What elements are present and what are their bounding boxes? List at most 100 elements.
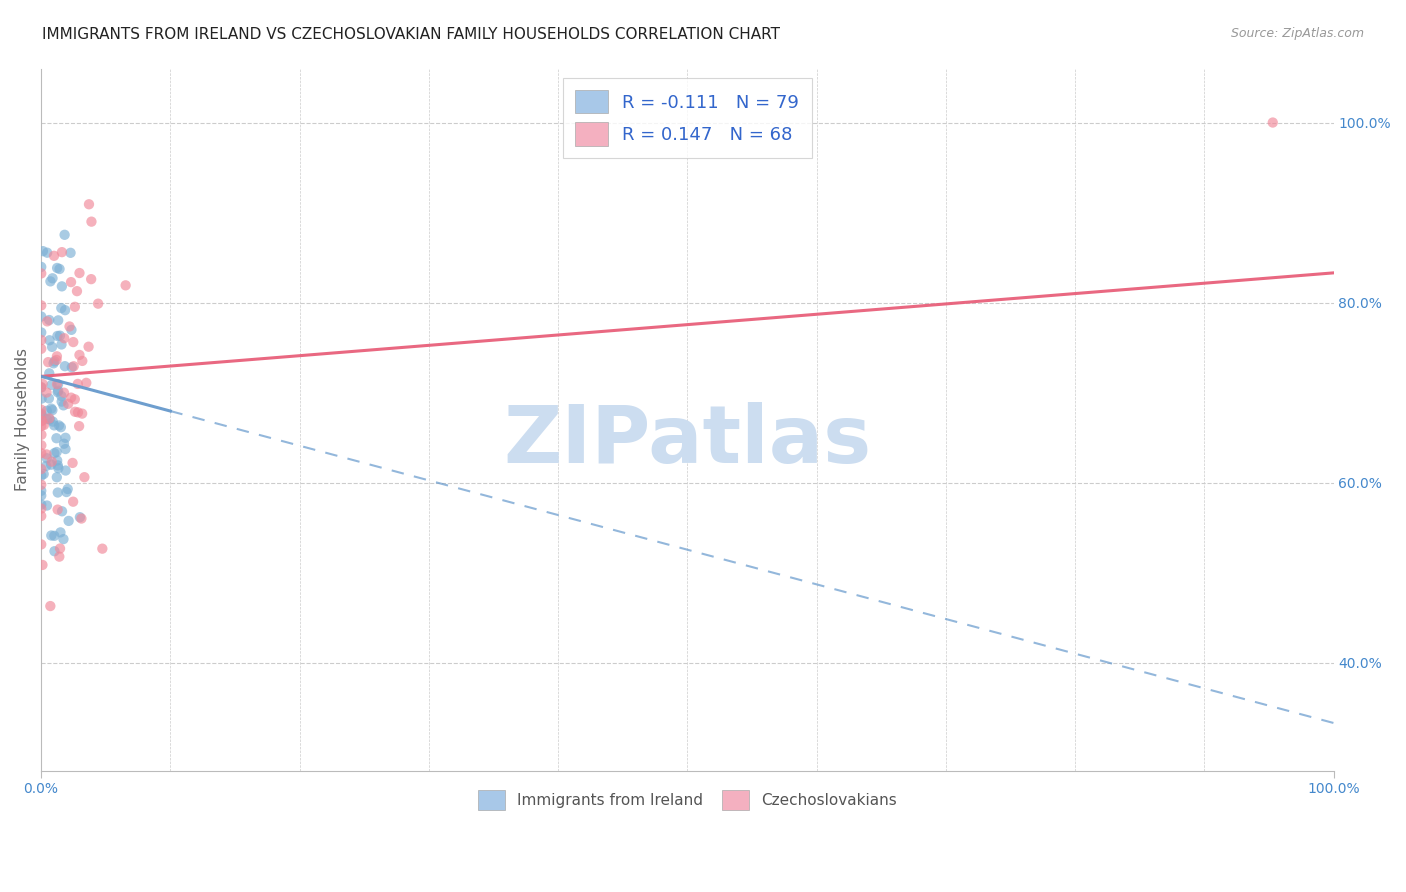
Point [60, 323, 83, 337]
Point [72, 354, 94, 368]
Point [38, 313, 60, 327]
Point [37, 245, 59, 260]
Point [48, 262, 70, 277]
Point [55, 464, 77, 478]
Point [56, 482, 79, 496]
Point [30, 333, 52, 347]
Point [62, 494, 84, 508]
Point [38, 392, 60, 406]
Point [46, 458, 69, 473]
Text: IMMIGRANTS FROM IRELAND VS CZECHOSLOVAKIAN FAMILY HOUSEHOLDS CORRELATION CHART: IMMIGRANTS FROM IRELAND VS CZECHOSLOVAKI… [42, 27, 780, 42]
Point [63, 392, 86, 407]
Point [80, 214, 103, 228]
Point [46, 260, 69, 275]
Point [48, 549, 70, 564]
Point [30, 342, 52, 356]
Point [62, 456, 84, 470]
Point [58, 319, 80, 334]
Legend: Immigrants from Ireland, Czechoslovakians: Immigrants from Ireland, Czechoslovakian… [471, 784, 903, 815]
Text: ZIPatlas: ZIPatlas [503, 401, 872, 480]
Point [30, 381, 52, 395]
Point [51, 389, 73, 403]
Point [53, 385, 76, 400]
Point [62, 359, 84, 374]
Point [37, 355, 59, 369]
Point [1261, 115, 1284, 129]
Point [67, 419, 90, 434]
Point [41, 271, 63, 285]
Point [30, 508, 52, 523]
Point [70, 511, 93, 525]
Point [30, 427, 52, 442]
Point [70, 407, 93, 421]
Point [51, 301, 73, 315]
Point [87, 296, 110, 310]
Point [69, 348, 91, 362]
Point [51, 394, 73, 409]
Point [30, 380, 52, 394]
Point [46, 485, 69, 500]
Point [30, 489, 52, 503]
Point [44, 418, 66, 433]
Point [60, 360, 83, 375]
Point [45, 445, 67, 459]
Point [35, 385, 58, 400]
Point [46, 377, 69, 392]
Point [30, 446, 52, 460]
Point [42, 356, 65, 370]
Point [45, 349, 67, 363]
Point [37, 314, 59, 328]
Y-axis label: Family Households: Family Households [15, 348, 30, 491]
Point [63, 300, 86, 314]
Text: Source: ZipAtlas.com: Source: ZipAtlas.com [1230, 27, 1364, 40]
Point [55, 485, 77, 500]
Point [39, 401, 62, 416]
Point [69, 266, 91, 280]
Point [45, 470, 67, 484]
Point [38, 367, 60, 381]
Point [38, 411, 60, 425]
Point [69, 510, 91, 524]
Point [62, 334, 84, 349]
Point [39, 599, 62, 613]
Point [31, 558, 53, 572]
Point [46, 313, 69, 327]
Point [30, 468, 52, 483]
Point [56, 397, 79, 411]
Point [30, 414, 52, 428]
Point [58, 514, 80, 528]
Point [66, 405, 89, 419]
Point [60, 391, 83, 405]
Point [46, 502, 69, 516]
Point [114, 278, 136, 293]
Point [30, 501, 52, 516]
Point [41, 403, 63, 417]
Point [35, 451, 58, 466]
Point [35, 447, 58, 461]
Point [38, 412, 60, 426]
Point [66, 284, 89, 298]
Point [59, 245, 82, 260]
Point [77, 340, 100, 354]
Point [30, 407, 52, 421]
Point [30, 537, 52, 551]
Point [31, 414, 53, 428]
Point [35, 458, 58, 473]
Point [30, 407, 52, 421]
Point [48, 461, 70, 475]
Point [49, 328, 72, 343]
Point [35, 404, 58, 418]
Point [35, 499, 58, 513]
Point [30, 419, 52, 434]
Point [46, 329, 69, 343]
Point [39, 528, 62, 542]
Point [53, 331, 76, 345]
Point [51, 279, 73, 293]
Point [49, 541, 72, 556]
Point [53, 359, 76, 374]
Point [52, 532, 75, 546]
Point [45, 353, 67, 368]
Point [44, 446, 66, 460]
Point [55, 442, 77, 456]
Point [44, 529, 66, 543]
